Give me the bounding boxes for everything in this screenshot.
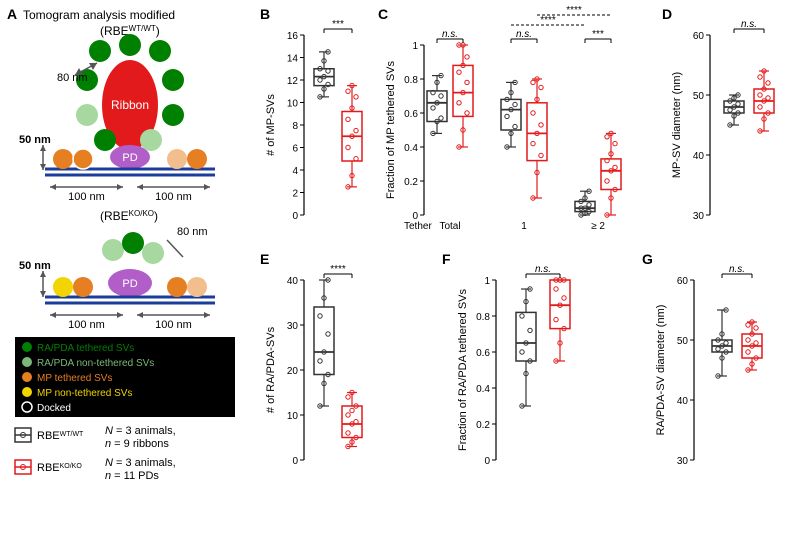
svg-text:1: 1 <box>412 41 418 52</box>
svg-text:PD: PD <box>122 278 137 290</box>
panel-e: E 0 10 20 30 40 # of RA/PDA-SVs **** <box>258 250 373 480</box>
svg-text:80 nm: 80 nm <box>57 72 88 84</box>
panel-b: B 0 2 4 6 8 10 12 14 16 # of MP-SVs *** <box>258 5 373 235</box>
svg-text:0: 0 <box>484 456 490 467</box>
svg-text:1: 1 <box>521 221 527 232</box>
svg-text:0.4: 0.4 <box>476 384 490 395</box>
svg-text:n = 9 ribbons: n = 9 ribbons <box>105 438 169 450</box>
panel-f: F 0 0.2 0.4 0.6 0.8 1 Fraction of RA/PDA tether… <box>440 250 620 480</box>
svg-text:40: 40 <box>677 396 689 407</box>
svg-text:100 nm: 100 nm <box>68 191 105 203</box>
svg-text:6: 6 <box>292 144 298 155</box>
svg-text:Total: Total <box>439 221 460 232</box>
svg-text:D: D <box>662 6 672 22</box>
svg-text:N = 3 animals,: N = 3 animals, <box>105 457 176 469</box>
svg-text:(RBEKO/KO): (RBEKO/KO) <box>100 209 158 224</box>
svg-text:***: *** <box>332 19 344 30</box>
svg-text:Fraction of RA/PDA tethered SV: Fraction of RA/PDA tethered SVs <box>457 288 469 451</box>
svg-text:Fraction of MP tethered SVs: Fraction of MP tethered SVs <box>385 61 397 199</box>
svg-text:0: 0 <box>292 211 298 222</box>
svg-text:MP tethered SVs: MP tethered SVs <box>37 373 112 384</box>
svg-text:50 nm: 50 nm <box>19 260 51 272</box>
svg-text:n.s.: n.s. <box>535 264 551 275</box>
svg-text:0.8: 0.8 <box>476 312 490 323</box>
svg-text:2: 2 <box>292 189 298 200</box>
svg-text:14: 14 <box>287 54 299 65</box>
svg-text:RBEKO/KO: RBEKO/KO <box>37 462 82 474</box>
svg-text:***: *** <box>592 29 604 40</box>
svg-text:MP-SV diameter (nm): MP-SV diameter (nm) <box>671 72 683 178</box>
svg-text:C: C <box>378 6 388 22</box>
svg-text:B: B <box>260 6 270 22</box>
svg-text:RBEWT/WT: RBEWT/WT <box>37 430 84 442</box>
svg-text:50: 50 <box>693 91 705 102</box>
svg-text:n.s.: n.s. <box>729 264 745 275</box>
svg-text:0.6: 0.6 <box>404 109 418 120</box>
svg-text:100 nm: 100 nm <box>155 319 192 331</box>
svg-text:N = 3 animals,: N = 3 animals, <box>105 425 176 437</box>
svg-text:Docked: Docked <box>37 403 71 414</box>
svg-text:50 nm: 50 nm <box>19 134 51 146</box>
svg-text:0: 0 <box>292 456 298 467</box>
svg-text:E: E <box>260 251 269 267</box>
svg-text:8: 8 <box>292 121 298 132</box>
svg-text:RA/PDA non-tethered SVs: RA/PDA non-tethered SVs <box>37 358 154 369</box>
svg-text:n.s.: n.s. <box>741 19 757 30</box>
svg-text:****: **** <box>540 15 556 26</box>
svg-text:Tether: Tether <box>404 221 432 232</box>
svg-text:20: 20 <box>287 366 299 377</box>
svg-text:****: **** <box>566 5 582 16</box>
svg-text:50: 50 <box>677 336 689 347</box>
panel-g: G 30 40 50 60 RA/PDA-SV diameter (nm) n.s. <box>640 250 785 480</box>
svg-text:10: 10 <box>287 411 299 422</box>
svg-text:10: 10 <box>287 99 299 110</box>
svg-text:60: 60 <box>693 31 705 42</box>
svg-text:30: 30 <box>677 456 689 467</box>
svg-text:30: 30 <box>693 211 705 222</box>
svg-text:40: 40 <box>287 276 299 287</box>
panel-a-legend-bottom: RBEWT/WTN = 3 animals,n = 9 ribbonsRBEKO… <box>5 420 255 535</box>
svg-text:# of RA/PDA-SVs: # of RA/PDA-SVs <box>265 326 277 413</box>
svg-text:A: A <box>7 6 17 22</box>
panel-d: D 30 40 50 60 MP-SV diameter (nm) n.s. <box>660 5 795 235</box>
svg-text:≥ 2: ≥ 2 <box>591 221 605 232</box>
svg-text:Ribbon: Ribbon <box>111 98 149 112</box>
svg-text:0.4: 0.4 <box>404 143 418 154</box>
svg-text:12: 12 <box>287 76 299 87</box>
svg-text:RA/PDA-SV diameter (nm): RA/PDA-SV diameter (nm) <box>655 305 667 436</box>
svg-text:n.s.: n.s. <box>516 29 532 40</box>
svg-text:0.8: 0.8 <box>404 75 418 86</box>
panel-c: C00.20.40.60.81Fraction of MP tethered S… <box>376 5 656 235</box>
svg-text:100 nm: 100 nm <box>68 319 105 331</box>
svg-text:n = 11 PDs: n = 11 PDs <box>105 470 159 482</box>
svg-text:0.6: 0.6 <box>476 348 490 359</box>
svg-text:0.2: 0.2 <box>404 177 418 188</box>
svg-text:Tomogram analysis modified: Tomogram analysis modified <box>23 8 175 22</box>
svg-text:1: 1 <box>484 276 490 287</box>
svg-text:80 nm: 80 nm <box>177 226 208 238</box>
svg-text:RA/PDA tethered SVs: RA/PDA tethered SVs <box>37 343 134 354</box>
svg-text:30: 30 <box>287 321 299 332</box>
svg-text:# of MP-SVs: # of MP-SVs <box>265 94 277 156</box>
svg-text:MP non-tethered SVs: MP non-tethered SVs <box>37 388 132 399</box>
svg-text:16: 16 <box>287 31 299 42</box>
svg-text:4: 4 <box>292 166 298 177</box>
svg-text:****: **** <box>330 264 346 275</box>
svg-text:100 nm: 100 nm <box>155 191 192 203</box>
panel-a-diagram: ATomogram analysis modified(RBEWT/WT)Rib… <box>5 5 255 425</box>
svg-text:G: G <box>642 251 653 267</box>
svg-text:PD: PD <box>122 152 137 164</box>
svg-text:40: 40 <box>693 151 705 162</box>
svg-text:F: F <box>442 251 451 267</box>
svg-text:60: 60 <box>677 276 689 287</box>
svg-text:0.2: 0.2 <box>476 420 490 431</box>
svg-text:n.s.: n.s. <box>442 29 458 40</box>
